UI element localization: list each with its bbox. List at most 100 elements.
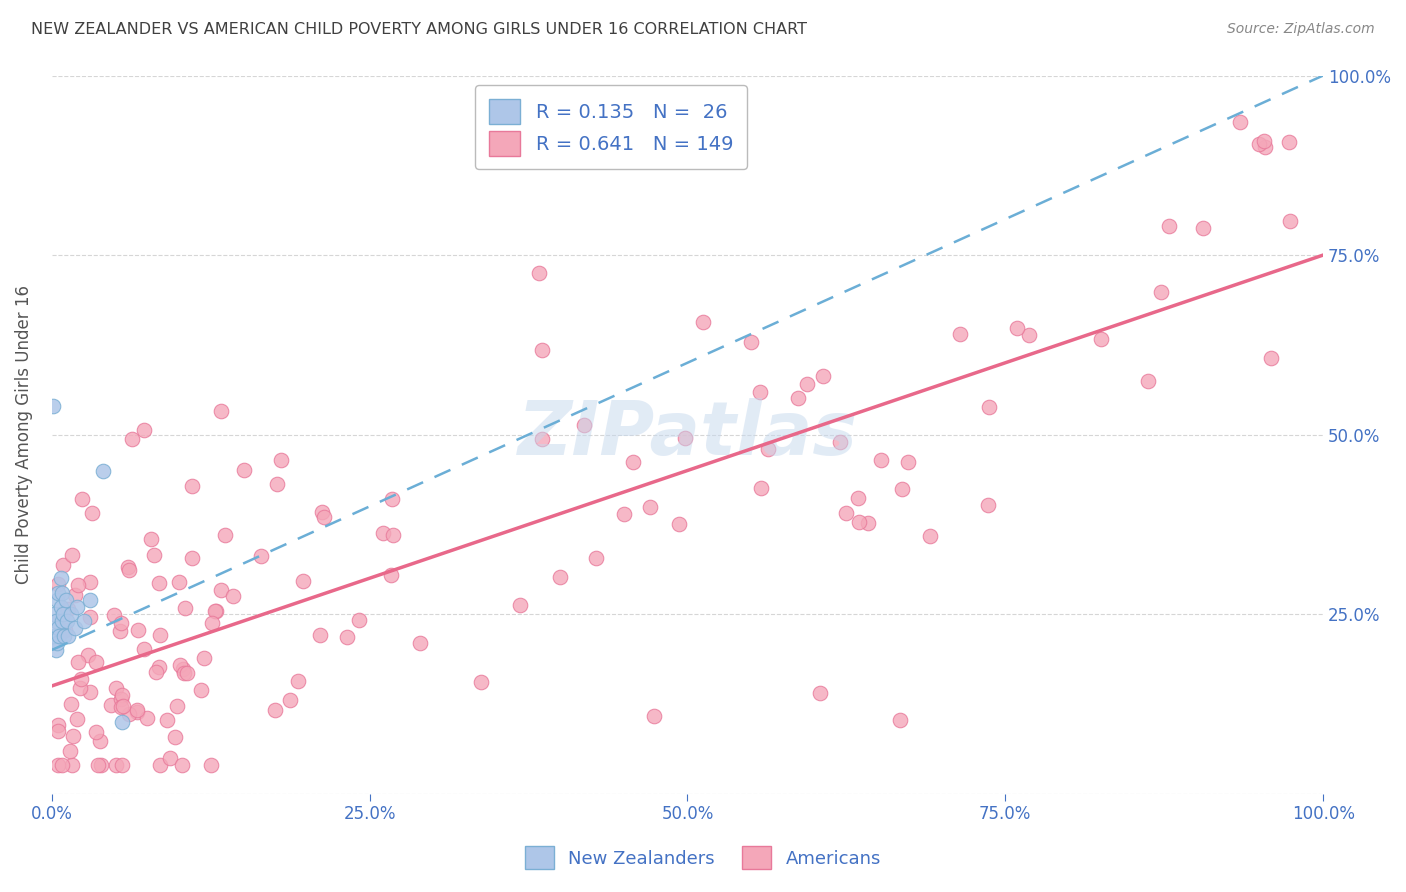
Point bbox=[148, 659, 170, 673]
Point bbox=[52, 607, 75, 621]
Point bbox=[84, 724, 107, 739]
Point bbox=[84, 656, 107, 670]
Point bbox=[45, 615, 67, 629]
Point bbox=[104, 681, 127, 696]
Point bbox=[70, 672, 93, 686]
Point bbox=[44, 607, 66, 621]
Point bbox=[1253, 134, 1275, 148]
Point bbox=[371, 526, 394, 541]
Point bbox=[530, 343, 553, 358]
Point bbox=[118, 563, 141, 577]
Point bbox=[751, 481, 773, 495]
Point bbox=[848, 515, 870, 529]
Point bbox=[79, 592, 101, 607]
Point bbox=[76, 648, 98, 663]
Point bbox=[846, 491, 869, 505]
Point bbox=[127, 623, 149, 637]
Point bbox=[44, 629, 66, 643]
Point bbox=[66, 578, 89, 592]
Point bbox=[103, 608, 125, 623]
Point bbox=[46, 585, 69, 599]
Point bbox=[180, 550, 202, 565]
Point bbox=[125, 706, 148, 720]
Point bbox=[148, 575, 170, 590]
Point bbox=[117, 559, 139, 574]
Point bbox=[830, 435, 852, 450]
Point bbox=[63, 588, 86, 602]
Point bbox=[110, 691, 132, 706]
Point bbox=[1150, 285, 1173, 300]
Point bbox=[336, 630, 359, 644]
Point bbox=[787, 391, 810, 405]
Point bbox=[270, 453, 292, 467]
Point bbox=[60, 549, 83, 563]
Point bbox=[1260, 351, 1282, 365]
Point bbox=[66, 599, 89, 614]
Point bbox=[149, 628, 172, 642]
Point bbox=[311, 505, 333, 519]
Point bbox=[209, 404, 232, 418]
Point bbox=[347, 613, 370, 627]
Point bbox=[118, 706, 141, 721]
Point bbox=[66, 712, 89, 726]
Point bbox=[62, 729, 84, 743]
Point bbox=[127, 703, 149, 717]
Point bbox=[55, 592, 77, 607]
Point bbox=[52, 558, 75, 572]
Point bbox=[59, 744, 82, 758]
Point bbox=[62, 758, 84, 772]
Point bbox=[1278, 214, 1301, 228]
Point bbox=[1254, 140, 1277, 154]
Point bbox=[49, 571, 72, 585]
Legend: New Zealanders, Americans: New Zealanders, Americans bbox=[516, 838, 890, 879]
Point bbox=[112, 698, 135, 713]
Point bbox=[42, 399, 65, 413]
Point bbox=[51, 758, 73, 772]
Point bbox=[132, 642, 155, 657]
Point bbox=[748, 384, 770, 399]
Point bbox=[1157, 219, 1180, 233]
Point bbox=[1137, 374, 1160, 388]
Point bbox=[1229, 115, 1251, 129]
Point bbox=[87, 758, 110, 772]
Point bbox=[46, 622, 69, 636]
Legend: R = 0.135   N =  26, R = 0.641   N = 149: R = 0.135 N = 26, R = 0.641 N = 149 bbox=[475, 86, 747, 169]
Point bbox=[948, 327, 970, 342]
Point bbox=[380, 568, 402, 582]
Point bbox=[59, 607, 82, 621]
Point bbox=[193, 651, 215, 665]
Point bbox=[46, 758, 69, 772]
Point bbox=[58, 601, 80, 615]
Point bbox=[856, 516, 879, 530]
Point bbox=[136, 711, 159, 725]
Point bbox=[169, 658, 191, 673]
Point bbox=[110, 700, 132, 714]
Point bbox=[111, 714, 134, 729]
Point bbox=[145, 665, 167, 679]
Point bbox=[111, 688, 134, 702]
Point bbox=[308, 628, 330, 642]
Point bbox=[172, 662, 194, 676]
Point bbox=[166, 699, 188, 714]
Point bbox=[139, 532, 162, 546]
Point bbox=[1005, 320, 1028, 334]
Point bbox=[79, 610, 101, 624]
Point bbox=[51, 585, 73, 599]
Point bbox=[201, 615, 224, 630]
Point bbox=[156, 714, 179, 728]
Point bbox=[100, 698, 122, 713]
Point bbox=[204, 604, 226, 618]
Point bbox=[173, 600, 195, 615]
Point bbox=[58, 629, 80, 643]
Point bbox=[409, 636, 432, 650]
Point bbox=[55, 623, 77, 637]
Point bbox=[163, 730, 186, 744]
Point bbox=[170, 758, 193, 772]
Point bbox=[1018, 327, 1040, 342]
Point bbox=[45, 592, 67, 607]
Point bbox=[70, 492, 93, 507]
Point bbox=[66, 655, 89, 669]
Point bbox=[381, 491, 404, 506]
Point bbox=[643, 708, 665, 723]
Point bbox=[104, 758, 127, 772]
